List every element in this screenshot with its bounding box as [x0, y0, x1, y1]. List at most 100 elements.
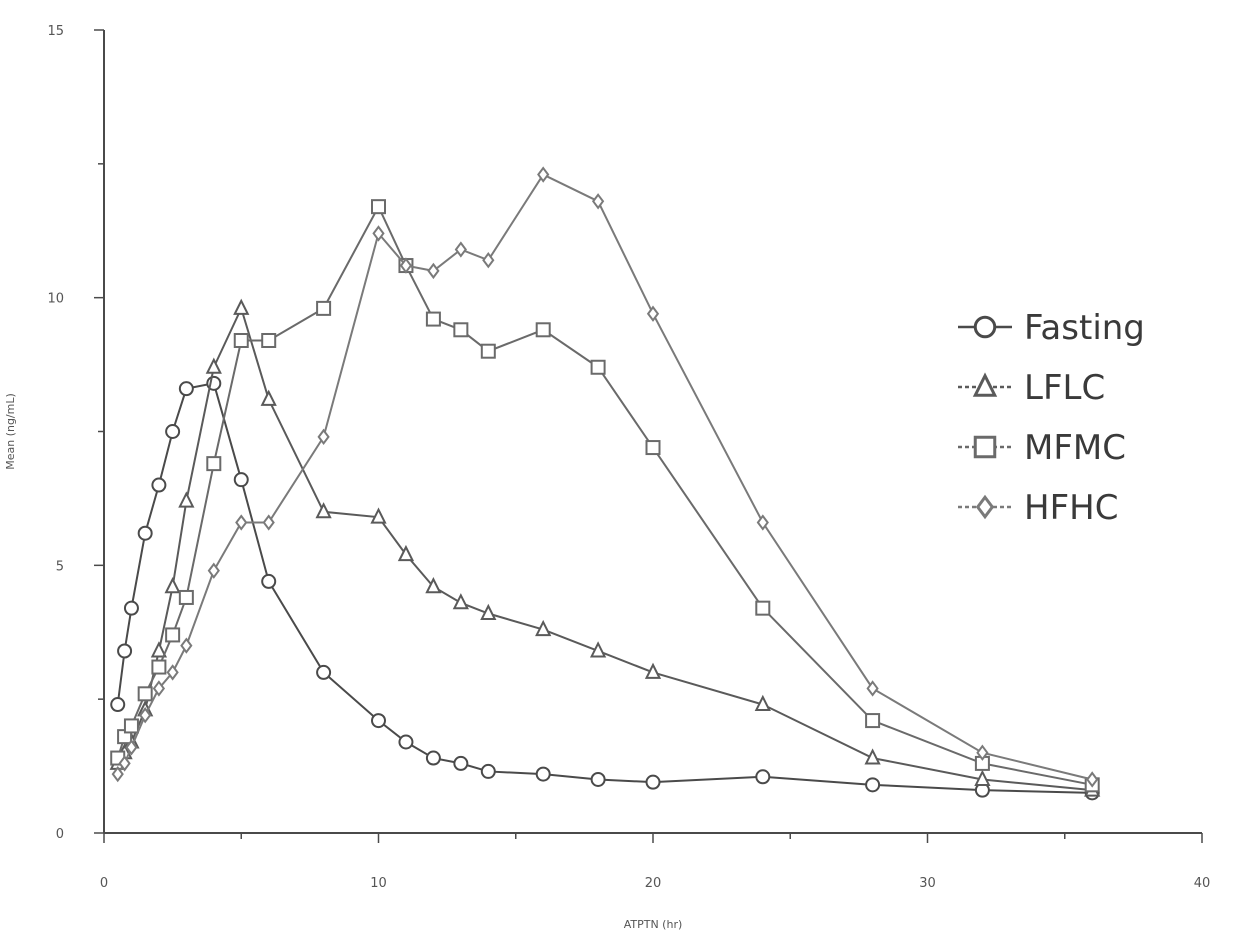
series-line-lflc	[116, 305, 1093, 792]
data-point-lflc	[260, 389, 277, 406]
data-point-lflc	[397, 544, 415, 562]
data-point-hfhc	[152, 680, 166, 697]
data-point-fasting	[425, 750, 441, 766]
data-point-fasting	[110, 697, 126, 713]
legend-label-lflc: LFLC	[1024, 368, 1105, 408]
data-point-mfmc	[590, 359, 606, 375]
data-point-lflc	[535, 619, 552, 637]
legend-label-hfhc: HFHC	[1024, 488, 1118, 528]
data-point-mfmc	[645, 440, 661, 456]
data-point-mfmc	[425, 311, 441, 327]
data-point-mfmc	[165, 627, 181, 643]
data-point-hfhc	[372, 225, 385, 242]
data-point-mfmc	[755, 600, 771, 616]
y-tick-label: 10	[47, 292, 64, 307]
data-point-hfhc	[235, 514, 248, 531]
data-point-mfmc	[261, 332, 277, 348]
data-point-hfhc	[139, 707, 152, 724]
data-point-hfhc	[118, 755, 131, 772]
data-point-hfhc	[111, 765, 124, 783]
data-point-fasting	[178, 381, 194, 397]
data-point-hfhc	[591, 193, 605, 210]
data-point-mfmc	[137, 686, 153, 702]
x-tick-label: 20	[645, 876, 662, 891]
data-point-fasting	[316, 664, 332, 680]
data-point-fasting	[398, 734, 414, 750]
data-point-fasting	[453, 755, 469, 771]
data-point-hfhc	[207, 562, 220, 579]
data-point-hfhc	[537, 166, 550, 183]
legend-item-mfmc: MFMC	[958, 428, 1126, 468]
data-point-hfhc	[1086, 771, 1099, 788]
series-layer	[109, 166, 1101, 801]
legend: Fasting LFLC MFMC HFHC	[958, 308, 1145, 528]
data-point-mfmc	[178, 589, 194, 605]
x-tick-label: 30	[919, 876, 936, 891]
y-axis-title: Mean (ng/mL)	[4, 393, 17, 470]
data-point-fasting	[261, 573, 277, 589]
data-point-fasting	[151, 477, 167, 493]
data-point-mfmc	[233, 332, 249, 348]
series-mfmc	[110, 199, 1100, 793]
data-point-lflc	[644, 662, 662, 679]
data-point-mfmc	[480, 343, 496, 359]
data-point-hfhc	[976, 744, 989, 761]
y-tick-label: 5	[56, 559, 64, 574]
series-hfhc	[111, 166, 1099, 788]
data-point-lflc	[425, 577, 442, 594]
data-point-hfhc	[482, 252, 495, 269]
legend-marker-lflc	[972, 372, 998, 397]
data-point-mfmc	[535, 322, 551, 338]
data-point-mfmc	[316, 300, 332, 316]
data-point-fasting	[233, 472, 249, 488]
data-point-mfmc	[453, 322, 469, 338]
data-point-lflc	[589, 641, 607, 658]
data-point-lflc	[150, 641, 168, 658]
data-point-fasting	[755, 769, 771, 785]
data-point-mfmc	[151, 659, 167, 675]
data-point-mfmc	[206, 456, 222, 472]
x-tick-label: 10	[370, 876, 387, 891]
data-point-fasting	[645, 774, 661, 790]
legend-marker-fasting	[973, 315, 997, 339]
data-point-hfhc	[262, 514, 275, 531]
data-point-lflc	[452, 593, 469, 610]
data-point-fasting	[865, 777, 881, 793]
x-tick-label: 0	[100, 876, 108, 891]
data-point-lflc	[178, 491, 195, 508]
data-point-hfhc	[399, 257, 413, 274]
legend-item-hfhc: HFHC	[958, 488, 1118, 528]
data-point-lflc	[480, 603, 497, 621]
data-point-lflc	[233, 298, 250, 315]
data-point-lflc	[974, 769, 991, 786]
data-point-hfhc	[125, 739, 138, 756]
data-point-fasting	[535, 766, 551, 782]
y-tick-label: 0	[56, 827, 64, 842]
data-point-fasting	[371, 713, 386, 729]
data-point-fasting	[123, 600, 139, 616]
data-point-lflc	[315, 502, 332, 519]
data-point-fasting	[480, 763, 496, 779]
data-point-lflc	[164, 577, 181, 594]
y-tick-label: 15	[47, 24, 64, 39]
data-point-lflc	[205, 357, 222, 374]
legend-marker-hfhc	[975, 494, 995, 520]
legend-label-mfmc: MFMC	[1024, 428, 1126, 468]
data-point-hfhc	[866, 680, 879, 697]
data-point-lflc	[864, 748, 881, 765]
legend-item-lflc: LFLC	[958, 368, 1105, 408]
legend-item-fasting: Fasting	[958, 308, 1145, 348]
data-point-fasting	[165, 424, 181, 439]
legend-marker-mfmc	[973, 435, 997, 459]
series-line-mfmc	[116, 204, 1093, 786]
data-point-hfhc	[454, 241, 467, 258]
data-point-lflc	[754, 694, 771, 712]
data-point-hfhc	[646, 305, 660, 322]
x-tick-label: 40	[1194, 876, 1211, 891]
data-point-hfhc	[166, 664, 179, 681]
series-line-hfhc	[116, 173, 1093, 781]
x-axis-title: ATPTN (hr)	[624, 918, 683, 931]
data-point-fasting	[137, 525, 153, 541]
